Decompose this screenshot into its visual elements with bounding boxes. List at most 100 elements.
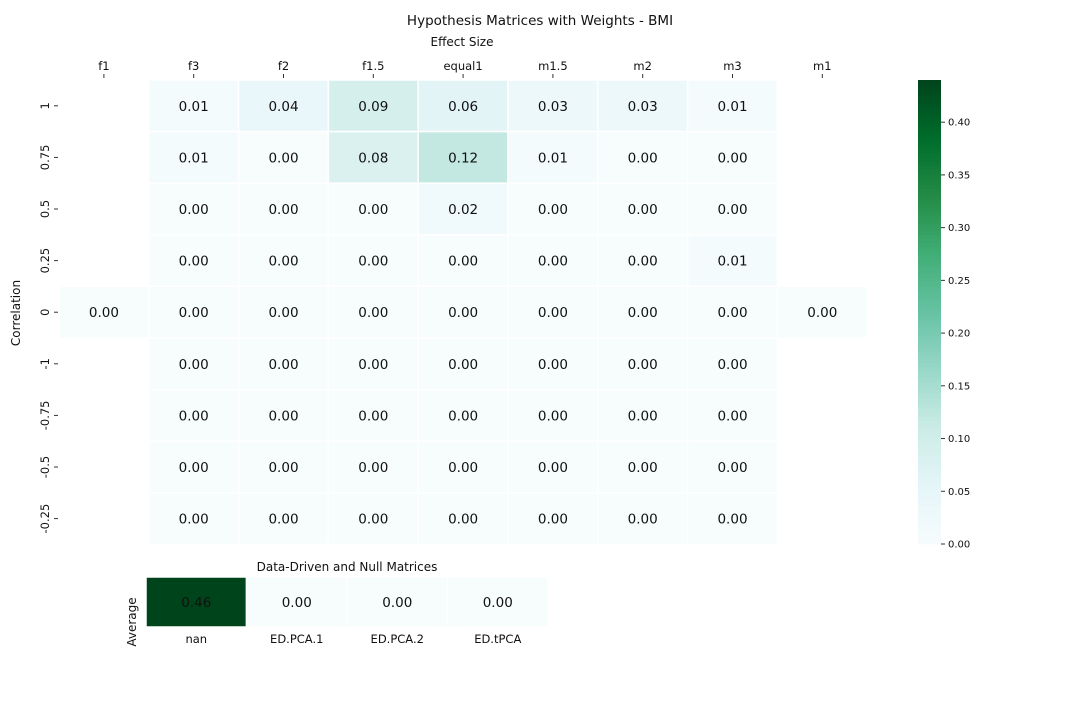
- cell-value-label: 0.00: [358, 357, 388, 373]
- y-tick-label: -1: [38, 358, 52, 369]
- heatmap-cell: [237, 492, 330, 546]
- heatmap-cell: [237, 285, 330, 339]
- colorbar-segment: [918, 540, 941, 545]
- cell-value-label: 0.00: [628, 357, 658, 373]
- cell-value-label: 0.00: [538, 512, 568, 528]
- colorbar-segment: [918, 149, 941, 155]
- colorbar-segment: [918, 165, 941, 170]
- heatmap-cell: [597, 285, 689, 339]
- x-tick-label: ED.tPCA: [474, 632, 521, 646]
- colorbar-segment: [918, 431, 941, 437]
- cell-value-label: 0.00: [628, 202, 658, 218]
- colorbar-segment: [918, 478, 941, 483]
- heatmap-cell: [327, 234, 419, 288]
- cell-value-label: 0.00: [89, 305, 119, 321]
- colorbar-segment: [918, 516, 941, 522]
- colorbar-segment: [918, 489, 941, 495]
- colorbar-segment: [918, 99, 941, 104]
- secondary-title: Data-Driven and Null Matrices: [257, 560, 438, 574]
- cell-value-label: 0.00: [268, 305, 298, 321]
- colorbar-segment: [918, 327, 941, 332]
- colorbar-segment: [918, 451, 941, 456]
- x-tick-label: nan: [185, 632, 207, 646]
- colorbar-segment: [918, 404, 941, 410]
- colorbar-segment: [918, 520, 941, 526]
- colorbar-segment: [918, 250, 941, 255]
- cell-value-label: 0.00: [179, 460, 209, 476]
- cell-value-label: 0.12: [448, 150, 478, 166]
- y-tick-label: 1: [38, 102, 52, 109]
- heatmap-cell: [417, 492, 509, 546]
- heatmap-cell: [148, 182, 240, 236]
- colorbar-segment: [918, 319, 941, 325]
- colorbar-segment: [918, 486, 941, 491]
- heatmap-cell: [507, 234, 599, 288]
- colorbar-segment: [918, 141, 941, 147]
- colorbar-segment: [918, 400, 941, 406]
- colorbar-segment: [918, 196, 941, 201]
- cell-value-label: 0.00: [358, 512, 388, 528]
- colorbar-segment: [918, 80, 941, 85]
- cell-value-label: 0.09: [358, 99, 388, 115]
- colorbar-segment: [918, 254, 941, 259]
- colorbar-segment: [918, 470, 941, 475]
- cell-value-label: 0.00: [179, 305, 209, 321]
- colorbar-segment: [918, 161, 941, 166]
- x-tick-label: m1: [813, 59, 832, 73]
- cell-value-label: 0.01: [717, 254, 747, 270]
- x-tick-label: equal1: [443, 59, 482, 73]
- colorbar-segment: [918, 373, 941, 379]
- colorbar-segment: [918, 331, 941, 336]
- colorbar-segment: [918, 420, 941, 425]
- y-tick-label: 0.25: [38, 248, 52, 274]
- heatmap-cell: [686, 79, 779, 133]
- heatmap-cell: [597, 440, 689, 494]
- colorbar-segment: [918, 145, 941, 151]
- colorbar-segment: [918, 505, 941, 510]
- cell-value-label: 0.00: [179, 408, 209, 424]
- heatmap-cell: [597, 79, 689, 133]
- cell-value-label: 0.00: [538, 460, 568, 476]
- heatmap-cell: [327, 337, 419, 391]
- colorbar-tick-label: 0.35: [948, 170, 970, 181]
- colorbar-segment: [918, 269, 941, 274]
- colorbar-segment: [918, 180, 941, 185]
- colorbar-segment: [918, 408, 941, 414]
- heatmap-cell: [507, 130, 599, 184]
- secondary-y-label: Average: [125, 597, 139, 646]
- colorbar-segment: [918, 428, 941, 433]
- cell-value-label: 0.00: [628, 305, 658, 321]
- cell-value-label: 0.00: [538, 305, 568, 321]
- colorbar-segment: [918, 381, 941, 387]
- colorbar-segment: [918, 312, 941, 317]
- cell-value-label: 0.00: [179, 357, 209, 373]
- cell-value-label: 0.00: [628, 512, 658, 528]
- cell-value-label: 0.00: [628, 460, 658, 476]
- cell-value-label: 0.03: [628, 99, 658, 115]
- colorbar-segment: [918, 366, 941, 371]
- cell-value-label: 0.00: [358, 408, 388, 424]
- cell-value-label: 0.00: [358, 460, 388, 476]
- heatmap-cell: [597, 234, 689, 288]
- colorbar-segment: [918, 315, 941, 321]
- heatmap-cell: [346, 576, 449, 628]
- cell-value-label: 0.00: [717, 150, 747, 166]
- colorbar-tick-label: 0.30: [948, 223, 970, 234]
- colorbar-segment: [918, 536, 941, 541]
- colorbar-segment: [918, 462, 941, 468]
- cell-value-label: 0.00: [382, 595, 412, 611]
- heatmap-cell: [597, 130, 689, 184]
- y-tick-label: 0: [38, 309, 52, 316]
- heatmap-cell: [148, 337, 240, 391]
- colorbar-segment: [918, 342, 941, 348]
- cell-value-label: 0.00: [538, 254, 568, 270]
- heatmap-cell: [58, 285, 150, 339]
- colorbar-segment: [918, 323, 941, 329]
- colorbar-segment: [918, 385, 941, 390]
- colorbar-segment: [918, 265, 941, 271]
- cell-value-label: 0.00: [282, 595, 312, 611]
- cell-value-label: 0.06: [448, 99, 478, 115]
- heatmap-cell: [597, 388, 689, 442]
- colorbar-segment: [918, 474, 941, 479]
- colorbar-segment: [918, 215, 941, 220]
